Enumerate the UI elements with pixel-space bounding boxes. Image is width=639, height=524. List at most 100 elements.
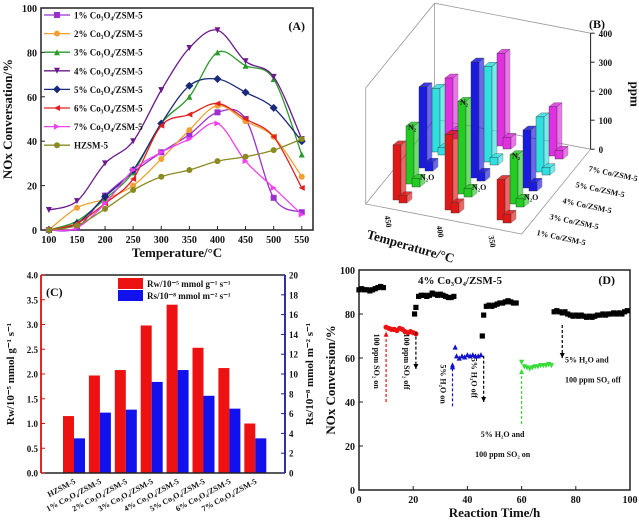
legend-label: 4% Co₃O₄/ZSM-5 (74, 66, 143, 76)
y-tick-label: 80 (345, 310, 355, 321)
bar-rs (151, 381, 163, 473)
n2-bar (418, 82, 433, 169)
legend-label: 7% Co₃O₄/ZSM-5 (74, 122, 143, 132)
data-point (270, 194, 277, 201)
bar-face (457, 100, 467, 195)
z-tick-label: 200 (599, 87, 613, 97)
data-point (448, 294, 454, 301)
bar-face (496, 53, 506, 147)
n2-bar (522, 125, 537, 189)
n2-label: N₂ (408, 123, 417, 132)
data-point (359, 286, 365, 292)
data-point (586, 313, 592, 319)
annotation-label: 5% H₂O and (481, 430, 525, 439)
n2-bar (457, 96, 472, 195)
data-point (130, 167, 137, 174)
legend-marker (54, 67, 60, 74)
data-point (101, 192, 110, 201)
x-tick-label: 150 (69, 235, 84, 246)
data-point (464, 352, 470, 358)
data-point (186, 135, 193, 142)
n2-bar (535, 112, 550, 173)
bar-face (502, 214, 512, 224)
x-tick-label: 400 (210, 235, 225, 246)
data-point (269, 103, 278, 112)
bar-face (522, 129, 532, 189)
z-tick-label: 300 (599, 58, 613, 68)
n2o-bar (502, 209, 517, 224)
data-point (270, 184, 277, 191)
data-point (513, 300, 519, 306)
data-point (621, 309, 628, 315)
bar-face (450, 202, 460, 214)
series-line (48, 29, 303, 211)
data-point (452, 344, 458, 350)
data-point (242, 158, 249, 165)
n2-label: N₂ (512, 152, 521, 161)
data-point (242, 116, 249, 122)
data-point (158, 155, 165, 162)
n2o-bar (515, 193, 530, 208)
bar-rw (114, 370, 126, 473)
data-point (375, 285, 381, 291)
panel-label: (D) (598, 273, 615, 287)
bar-rs (125, 409, 137, 473)
data-point (158, 87, 165, 94)
bar-rw (192, 347, 204, 473)
data-point (73, 204, 80, 211)
data-point (519, 359, 525, 365)
data-point (214, 120, 221, 127)
panel-c-chart: HZSM-51% Co₃O₄/ZSM-52% Co₃O₄/ZSM-53% Co₃… (5, 271, 316, 514)
x-axis-label: Temperature/°C (132, 245, 222, 260)
left-tick-label: 4.0 (27, 271, 39, 281)
bar-side (504, 48, 511, 147)
data-point (372, 286, 378, 292)
bar-face (483, 66, 493, 163)
right-tick-label: 14 (289, 330, 299, 340)
data-point (581, 313, 587, 319)
data-point (481, 312, 487, 318)
annotation-label: 5% H₂O off (470, 358, 479, 399)
left-tick-label: 1.0 (27, 419, 39, 429)
arrow-head (519, 369, 525, 374)
legend-label: 1% Co₃O₄/ZSM-5 (74, 11, 143, 21)
n2o-bar (398, 191, 413, 204)
data-point (613, 311, 620, 317)
n2o-bar (411, 173, 426, 188)
data-point (619, 311, 625, 317)
data-point (479, 333, 485, 339)
n2o-bar (528, 177, 543, 192)
n2-label: N₂ (460, 98, 469, 107)
data-point (270, 133, 277, 140)
legend-label: 5% Co₃O₄/ZSM-5 (74, 85, 143, 95)
annotation-label: 5% H₂O on (438, 364, 447, 404)
arrow-head (413, 364, 419, 369)
data-point (413, 304, 419, 310)
n2o-bar (554, 145, 569, 160)
data-point (130, 187, 137, 194)
bar-side (452, 130, 459, 211)
data-point (214, 158, 221, 165)
data-point (608, 311, 614, 317)
bar-face (476, 172, 486, 182)
data-point (575, 313, 582, 319)
bar-side (439, 83, 446, 153)
n2o-bar (502, 132, 517, 150)
legend-marker (54, 105, 60, 111)
n2-bar (431, 83, 446, 153)
data-point (102, 200, 109, 207)
annotation-label: 100 ppm SO₂ on (372, 334, 381, 390)
data-point (102, 160, 109, 167)
data-point (443, 293, 449, 299)
data-point (158, 173, 165, 180)
x-tick-label: 300 (154, 235, 169, 246)
data-point (597, 312, 603, 318)
left-tick-label: 2.0 (27, 370, 39, 380)
data-point (440, 292, 446, 298)
bar-rw (88, 375, 100, 473)
data-point (158, 122, 165, 129)
n2-bar (470, 57, 485, 179)
bar-face (424, 162, 434, 172)
left-tick-label: 0.0 (27, 469, 39, 479)
